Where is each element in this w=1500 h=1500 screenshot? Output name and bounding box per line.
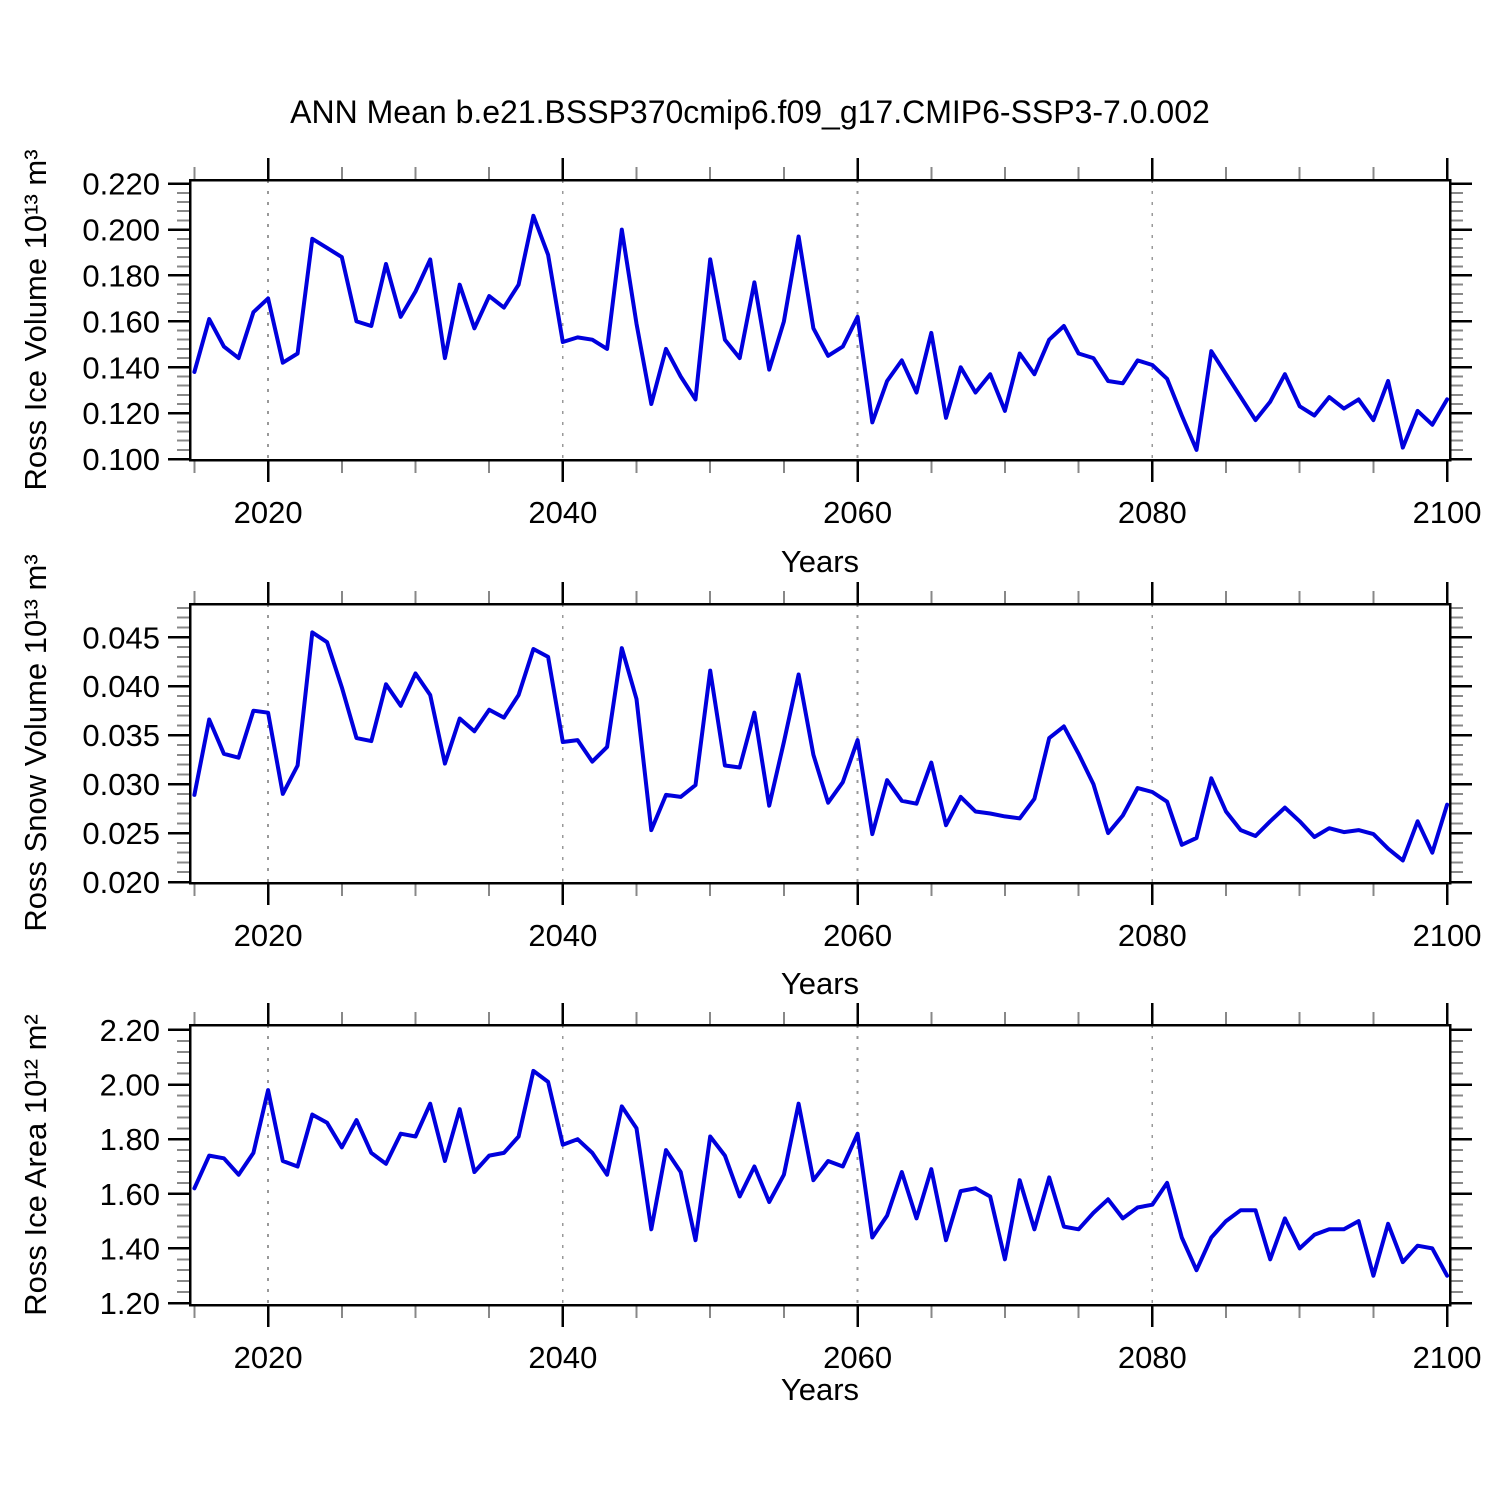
- y-tick-label: 1.60: [100, 1177, 160, 1212]
- y-tick-label: 0.020: [82, 865, 160, 900]
- panel-ross-ice-volume: 2020 2040 2060 2080 2100 0.100 0.120 0.140 0.160…: [18, 149, 1482, 579]
- y-axis-label-ice-area: Ross Ice Area 10¹² m²: [18, 1014, 53, 1315]
- series-line-ross-snow-volume: [192, 630, 1450, 863]
- y-tick-label: 0.200: [82, 213, 160, 248]
- y-tick-label: 0.030: [82, 767, 160, 802]
- x-axis-label-years: Years: [781, 544, 859, 579]
- y-tick-label: 0.100: [82, 442, 160, 477]
- y-tick-label: 1.40: [100, 1231, 160, 1266]
- plot-frame: [188, 602, 1452, 885]
- y-tick-label: 2.00: [100, 1068, 160, 1103]
- x-tick-label: 2060: [823, 918, 892, 953]
- x-tick-label: 2020: [234, 1340, 303, 1375]
- y-tick-label: 0.035: [82, 718, 160, 753]
- x-tick-label: 2100: [1413, 1340, 1482, 1375]
- y-tick-label: 0.140: [82, 350, 160, 385]
- x-axis-label-years: Years: [781, 1372, 859, 1407]
- x-tick-label: 2040: [528, 918, 597, 953]
- y-tick-label: 0.220: [82, 167, 160, 202]
- y-tick-label: 1.20: [100, 1286, 160, 1321]
- series-line-ross-ice-volume: [192, 213, 1450, 452]
- y-tick-label: 0.045: [82, 620, 160, 655]
- y-tick-label: 0.180: [82, 258, 160, 293]
- y-tick-label: 1.80: [100, 1122, 160, 1157]
- y-tick-label: 0.120: [82, 396, 160, 431]
- x-tick-label: 2100: [1413, 495, 1482, 530]
- y-tick-label: 0.040: [82, 669, 160, 704]
- y-tick-label: 2.20: [100, 1013, 160, 1048]
- plot-frame: [188, 1023, 1452, 1307]
- x-tick-label: 2080: [1118, 495, 1187, 530]
- x-tick-label: 2060: [823, 495, 892, 530]
- series-line-ross-ice-area: [192, 1068, 1450, 1278]
- y-tick-label: 0.025: [82, 816, 160, 851]
- panel-ross-ice-area: 2020 2040 2060 2080 2100 1.20 1.40 1.60 1.80 2.00…: [18, 1003, 1482, 1407]
- panel-ross-snow-volume: 2020 2040 2060 2080 2100 0.020 0.025 0.030 0.035…: [18, 554, 1482, 1001]
- x-tick-label: 2080: [1118, 1340, 1187, 1375]
- chart-title: ANN Mean b.e21.BSSP370cmip6.f09_g17.CMIP…: [290, 94, 1210, 130]
- y-axis-label-snow-volume: Ross Snow Volume 10¹³ m³: [18, 554, 53, 931]
- x-tick-label: 2040: [528, 495, 597, 530]
- y-tick-label: 0.160: [82, 304, 160, 339]
- x-tick-label: 2020: [234, 918, 303, 953]
- x-tick-label: 2080: [1118, 918, 1187, 953]
- x-axis-label-years: Years: [781, 966, 859, 1001]
- plot-frame: [188, 178, 1452, 462]
- x-tick-label: 2100: [1413, 918, 1482, 953]
- y-axis-label-ice-volume: Ross Ice Volume 10¹³ m³: [18, 149, 53, 490]
- x-tick-label: 2040: [528, 1340, 597, 1375]
- x-tick-label: 2060: [823, 1340, 892, 1375]
- x-tick-label: 2020: [234, 495, 303, 530]
